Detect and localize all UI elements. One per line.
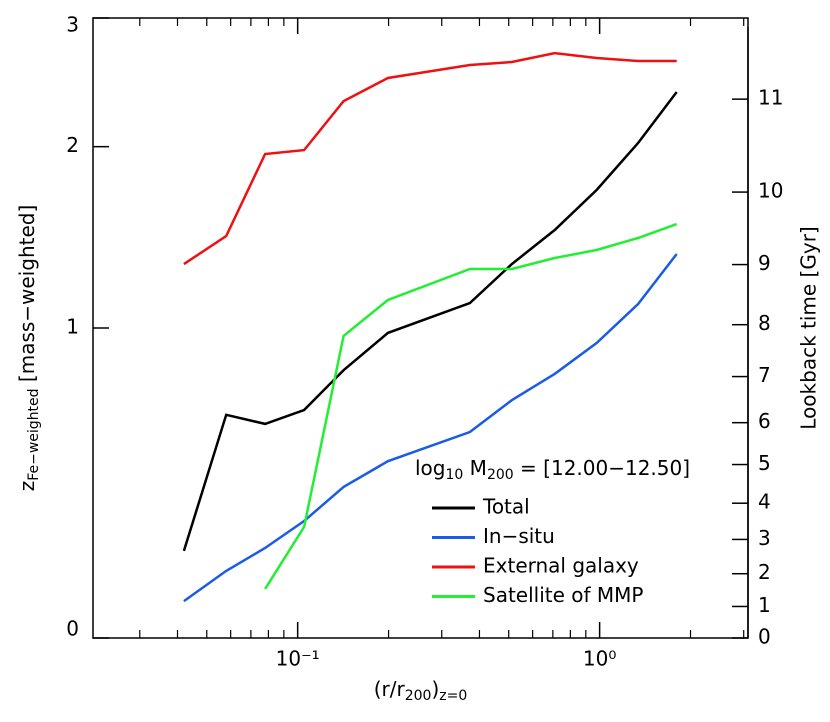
- y2-tick-label: 0: [758, 625, 771, 649]
- y2-tick-label: 10: [758, 179, 783, 203]
- x-axis-label-part: z=0: [439, 688, 467, 704]
- x-axis-label-part: 200: [405, 688, 432, 704]
- series-line: [183, 253, 678, 603]
- x-tick-label: 10⁰: [583, 647, 616, 671]
- y-tick-label: 0: [66, 617, 79, 641]
- y-tick-label: 2: [66, 133, 79, 157]
- y2-tick-label: 4: [758, 490, 771, 514]
- legend-title-part: M: [463, 456, 487, 480]
- plot-frame: [92, 17, 749, 639]
- y2-tick-label: 3: [758, 526, 771, 550]
- y2-tick-label: 5: [758, 451, 771, 475]
- y-tick-label: 3: [66, 13, 79, 37]
- y2-tick-label: 7: [758, 363, 771, 387]
- legend-title-part: 10: [446, 467, 464, 483]
- legend-title: log10 M200 = [12.00−12.50]: [415, 456, 690, 484]
- legend-label: External galaxy: [483, 554, 639, 578]
- y2-tick-label: 1: [758, 593, 771, 617]
- y-axis-label-part: z: [15, 481, 39, 492]
- series-line: [264, 222, 678, 590]
- legend-title-part: log: [415, 456, 446, 480]
- y-axis-label-part: [mass−weighted]: [15, 205, 39, 389]
- legend-label: Total: [482, 495, 530, 519]
- y2-tick-label: 11: [758, 86, 783, 110]
- x-axis-label-part: ): [431, 677, 439, 701]
- x-axis-label-part: (r/r: [374, 677, 406, 701]
- series-line: [182, 91, 678, 552]
- legend-title-part: = [12.00−12.50]: [514, 456, 690, 480]
- y-axis-label: zFe−weighted [mass−weighted]: [15, 205, 43, 492]
- y2-axis-label: Lookback time [Gyr]: [797, 226, 821, 429]
- y-axis-label-part: Fe−weighted: [26, 388, 42, 480]
- y2-tick-label: 6: [758, 409, 771, 433]
- legend-label: In−situ: [483, 524, 555, 548]
- y2-tick-label: 9: [758, 251, 771, 275]
- y2-tick-label: 2: [758, 560, 771, 584]
- y2-tick-label: 8: [758, 311, 771, 335]
- x-tick-label: 10⁻¹: [276, 647, 320, 671]
- y-tick-label: 1: [66, 315, 79, 339]
- legend-title-part: 200: [487, 467, 514, 483]
- series-line: [183, 51, 677, 266]
- legend-label: Satellite of MMP: [483, 583, 643, 607]
- x-axis-label: (r/r200)z=0: [374, 677, 468, 705]
